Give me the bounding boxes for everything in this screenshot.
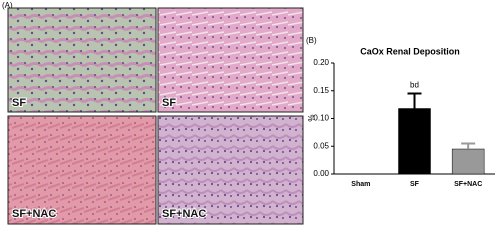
y-tick-label: 0.05 — [313, 141, 329, 150]
micrograph-label: SF — [12, 97, 26, 109]
micrograph — [7, 7, 157, 113]
figure: (A) (B) SF SF SF+NAC SF+NAC CaOx Renal D… — [2, 1, 495, 225]
x-tick-label: SF+NAC — [454, 181, 482, 188]
panel-label: (B) — [306, 36, 317, 45]
x-tick-label: SF — [410, 181, 420, 188]
y-tick-label: 0.00 — [313, 169, 329, 178]
micrograph-label: SF+NAC — [12, 208, 56, 220]
micrograph-label: SF+NAC — [162, 208, 206, 220]
chart-title: CaOx Renal Deposition — [360, 46, 460, 56]
bar — [398, 108, 431, 175]
micrograph-label: SF — [162, 97, 176, 109]
y-tick-label: 0.10 — [313, 114, 329, 123]
micrograph — [157, 115, 304, 225]
error-bar — [461, 142, 476, 150]
panel-label: (A) — [2, 1, 13, 10]
y-tick-label: 0.20 — [313, 58, 329, 67]
x-tick-label: Sham — [351, 181, 370, 188]
micrograph — [157, 7, 304, 113]
annotation: bd — [410, 81, 419, 90]
y-tick-label: 0.15 — [313, 86, 329, 95]
error-bar — [407, 92, 422, 109]
y-axis-label: % — [307, 114, 316, 121]
micrograph — [7, 115, 157, 225]
bar — [451, 148, 485, 175]
